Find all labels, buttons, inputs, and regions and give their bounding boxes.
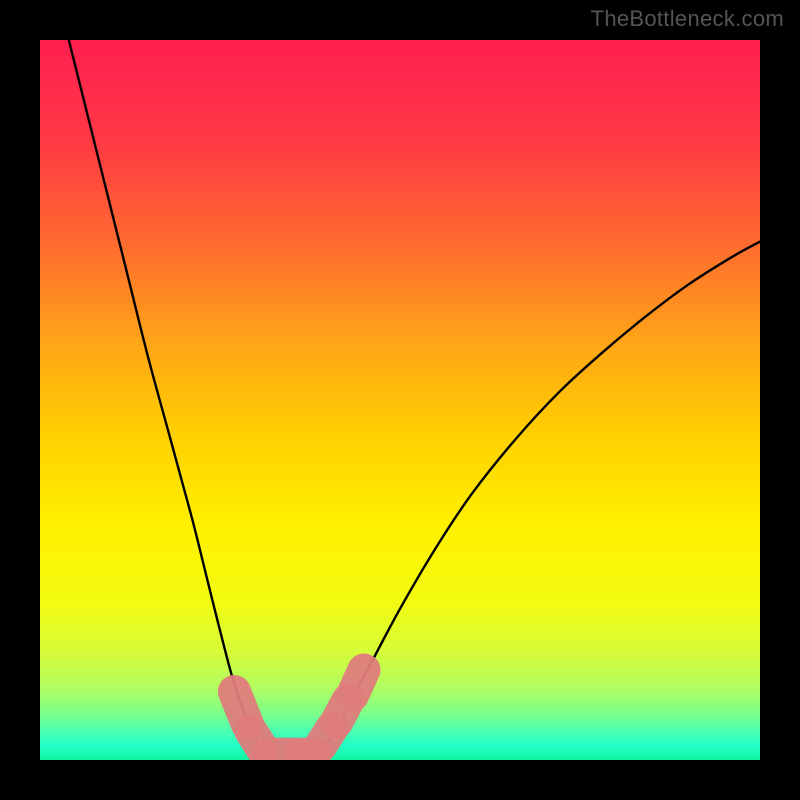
chart-gradient-background [40,40,760,760]
chart-container: TheBottleneck.com [0,0,800,800]
watermark-text: TheBottleneck.com [591,6,784,32]
bottleneck-curve-chart [0,0,800,800]
highlight-pill [352,670,364,695]
